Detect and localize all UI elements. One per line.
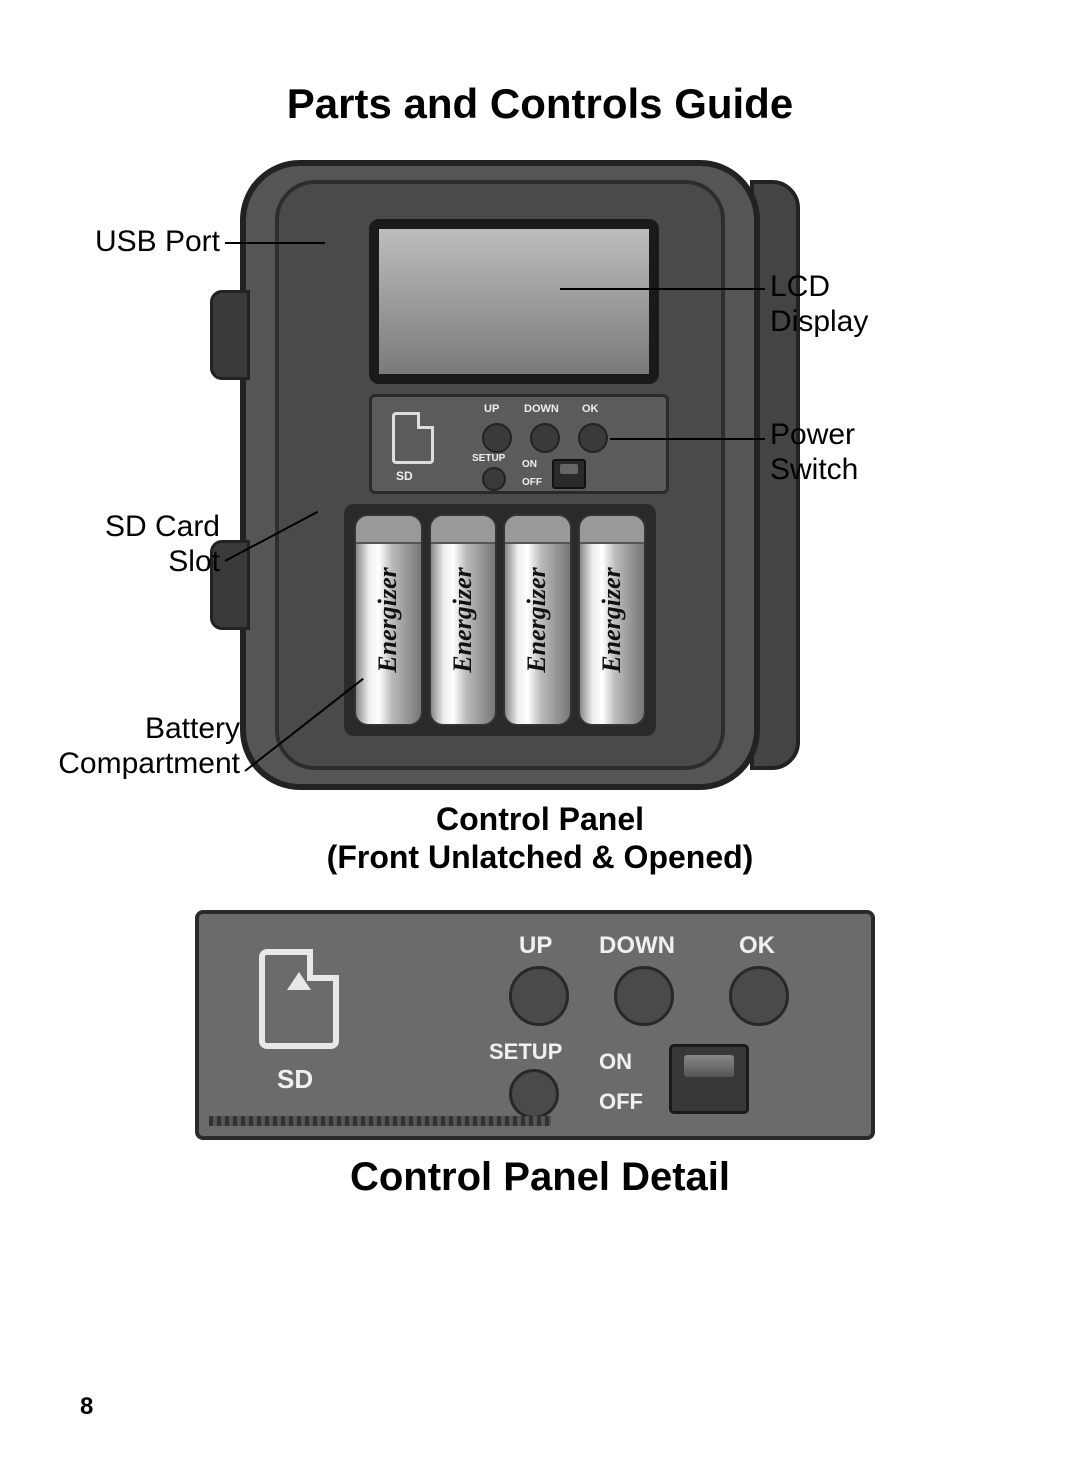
up-button: [482, 423, 512, 453]
battery-compartment: Energizer Energizer Energizer Energizer: [344, 504, 656, 736]
on-label: ON: [522, 459, 537, 470]
sd-card-icon: [392, 412, 434, 464]
page-title: Parts and Controls Guide: [0, 80, 1080, 128]
ok-label: OK: [739, 932, 775, 960]
battery-cell: Energizer: [354, 514, 423, 726]
ok-label: OK: [582, 403, 599, 415]
power-switch: [669, 1044, 749, 1114]
callout-battery-compartment: BatteryCompartment: [20, 712, 240, 781]
sd-label: SD: [396, 469, 413, 483]
sd-insert-arrow-icon: [287, 972, 311, 990]
callout-sd-card-slot: SD CardSlot: [60, 510, 220, 579]
main-device-figure: SD UP DOWN OK SETUP ON OFF Energizer Ene…: [240, 160, 760, 790]
setup-label: SETUP: [472, 453, 505, 464]
device-inner: SD UP DOWN OK SETUP ON OFF Energizer Ene…: [275, 180, 725, 770]
sub-caption: Control Panel (Front Unlatched & Opened): [0, 800, 1080, 877]
up-label: UP: [484, 403, 499, 415]
down-button: [530, 423, 560, 453]
setup-button: [482, 467, 506, 491]
leader-line: [560, 288, 765, 290]
off-label: OFF: [599, 1089, 643, 1115]
control-strip: SD UP DOWN OK SETUP ON OFF: [369, 394, 669, 494]
setup-button: [509, 1069, 559, 1119]
callout-usb-port: USB Port: [60, 225, 220, 260]
device-latch: [210, 290, 250, 380]
detail-title: Control Panel Detail: [0, 1155, 1080, 1200]
down-button: [614, 966, 674, 1026]
ok-button: [729, 966, 789, 1026]
up-button: [509, 966, 569, 1026]
on-label: ON: [599, 1049, 632, 1075]
sd-card-slot: [209, 1116, 551, 1126]
sub-caption-line1: Control Panel: [436, 801, 644, 837]
sub-caption-line2: (Front Unlatched & Opened): [327, 839, 754, 875]
setup-label: SETUP: [489, 1039, 562, 1065]
power-switch: [552, 459, 586, 489]
ok-button: [578, 423, 608, 453]
battery-cell: Energizer: [578, 514, 647, 726]
leader-line: [610, 438, 765, 440]
battery-cell: Energizer: [503, 514, 572, 726]
off-label: OFF: [522, 477, 542, 488]
down-label: DOWN: [524, 403, 559, 415]
control-panel-detail: SD UP DOWN OK SETUP ON OFF: [195, 910, 875, 1140]
lcd-display: [369, 219, 659, 384]
battery-cell: Energizer: [429, 514, 498, 726]
leader-line: [225, 242, 325, 244]
down-label: DOWN: [599, 932, 675, 960]
sd-label: SD: [277, 1064, 313, 1095]
sd-card-icon: [259, 949, 339, 1049]
callout-lcd-display: LCDDisplay: [770, 270, 868, 339]
up-label: UP: [519, 932, 552, 960]
page-number: 8: [80, 1393, 93, 1421]
callout-power-switch: PowerSwitch: [770, 418, 858, 487]
